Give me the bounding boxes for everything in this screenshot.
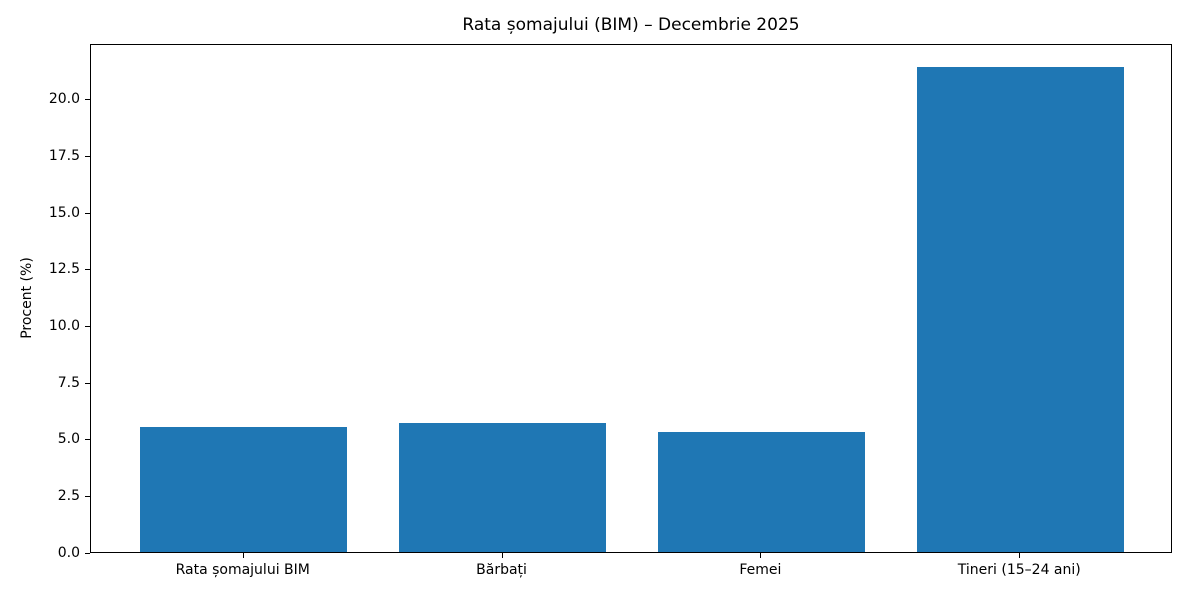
x-tick-mark [760, 553, 762, 558]
y-tick-mark [85, 269, 90, 271]
y-tick-mark [85, 99, 90, 101]
x-tick-label: Bărbați [476, 562, 527, 578]
y-tick-mark [85, 212, 90, 214]
y-tick-mark [85, 495, 90, 497]
bar [399, 422, 607, 552]
y-tick-label: 7.5 [57, 374, 80, 391]
y-tick-label: 0.0 [57, 544, 80, 561]
y-tick-label: 5.0 [57, 431, 80, 448]
y-tick-mark [85, 382, 90, 384]
chart-title: Rata șomajului (BIM) – Decembrie 2025 [462, 15, 800, 35]
y-tick-label: 15.0 [48, 204, 80, 221]
bar [916, 67, 1124, 552]
x-tick-label: Femei [739, 562, 782, 578]
bar [140, 427, 348, 552]
bar [657, 431, 865, 552]
y-tick-label: 12.5 [48, 261, 80, 278]
y-tick-label: 17.5 [48, 148, 80, 165]
plot-area [90, 44, 1172, 553]
y-tick-mark [85, 439, 90, 441]
x-tick-mark [242, 553, 244, 558]
y-tick-mark [85, 325, 90, 327]
y-tick-mark [85, 552, 90, 554]
x-tick-mark [501, 553, 503, 558]
y-tick-label: 2.5 [57, 487, 80, 504]
y-tick-label: 10.0 [48, 317, 80, 334]
x-tick-label: Rata șomajului BIM [175, 562, 310, 578]
y-tick-label: 20.0 [48, 91, 80, 108]
x-tick-mark [1019, 553, 1021, 558]
x-tick-label: Tineri (15–24 ani) [957, 562, 1081, 578]
y-tick-mark [85, 156, 90, 158]
